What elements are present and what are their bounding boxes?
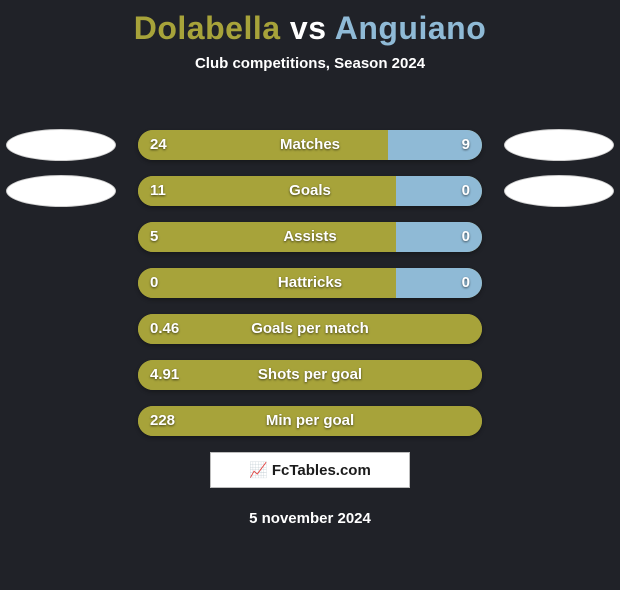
stat-bar-track: [138, 360, 482, 390]
stat-row: Shots per goal4.91: [0, 360, 620, 390]
brand-text: FcTables.com: [272, 462, 371, 479]
stat-row: Min per goal228: [0, 406, 620, 436]
player-placeholder: [504, 129, 614, 161]
stat-bar-left: [138, 222, 396, 252]
stat-bar-track: [138, 406, 482, 436]
stat-row: Hattricks00: [0, 268, 620, 298]
title-player-right: Anguiano: [335, 10, 487, 46]
stat-row: Assists50: [0, 222, 620, 252]
stat-bar-left: [138, 130, 388, 160]
stats-area: Matches249Goals110Assists50Hattricks00Go…: [0, 130, 620, 452]
stat-bar-left: [138, 176, 396, 206]
stat-bar-right: [396, 222, 482, 252]
title-player-left: Dolabella: [134, 10, 281, 46]
stat-bar-track: [138, 130, 482, 160]
player-placeholder: [6, 129, 116, 161]
player-placeholder: [6, 175, 116, 207]
footer-date: 5 november 2024: [0, 510, 620, 527]
chart-icon: 📈: [249, 461, 268, 479]
stat-bar-track: [138, 314, 482, 344]
title-vs: vs: [281, 10, 335, 46]
subtitle: Club competitions, Season 2024: [0, 55, 620, 72]
stat-bar-track: [138, 268, 482, 298]
stat-bar-left: [138, 406, 482, 436]
stat-bar-left: [138, 268, 396, 298]
stat-bar-right: [396, 176, 482, 206]
stat-bar-right: [388, 130, 482, 160]
stat-bar-track: [138, 222, 482, 252]
brand-badge: 📈 FcTables.com: [210, 452, 410, 488]
stat-bar-track: [138, 176, 482, 206]
stat-bar-left: [138, 314, 482, 344]
stat-bar-left: [138, 360, 482, 390]
stat-row: Goals per match0.46: [0, 314, 620, 344]
page-title: Dolabella vs Anguiano: [0, 10, 620, 47]
stat-bar-right: [396, 268, 482, 298]
player-placeholder: [504, 175, 614, 207]
